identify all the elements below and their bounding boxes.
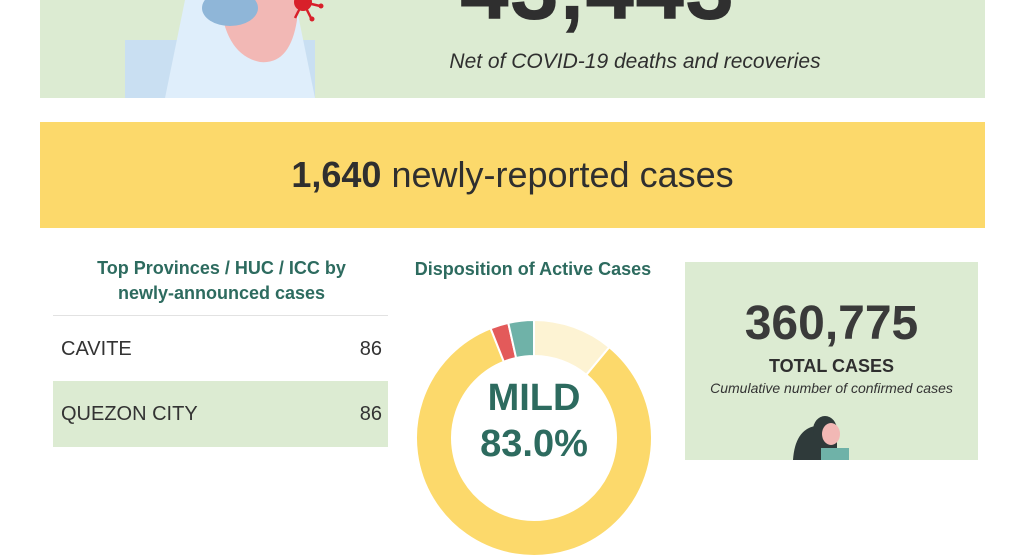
province-row: CAVITE 86 xyxy=(53,316,388,382)
woman-illustration xyxy=(793,416,849,460)
provinces-divider xyxy=(53,315,388,316)
province-row: QUEZON CITY 86 xyxy=(53,381,388,447)
total-cases-label: TOTAL CASES xyxy=(768,356,894,376)
disposition-main-value: 83.0% xyxy=(480,423,588,465)
active-cases-number: 43,443 xyxy=(380,0,815,40)
province-name: QUEZON CITY xyxy=(61,402,198,425)
new-cases-number: 1,640 xyxy=(291,154,382,195)
new-cases-label: newly-reported cases xyxy=(391,154,734,195)
disposition-title: Disposition of Active Cases xyxy=(414,259,652,279)
active-cases-banner: 43,443 Net of COVID-19 deaths and recove… xyxy=(40,0,985,98)
disposition-center-label: MILD 83.0% xyxy=(414,375,654,467)
new-cases-banner: 1,640 newly-reported cases xyxy=(40,122,985,228)
provinces-title-line2: newly-announced cases xyxy=(117,283,326,303)
provinces-title-line1: Top Provinces / HUC / ICC by xyxy=(97,258,346,278)
donut-slice-asymptomatic xyxy=(533,318,611,377)
total-cases-subtitle: Cumulative number of confirmed cases xyxy=(710,380,953,396)
total-cases-number: 360,775 xyxy=(744,297,919,350)
province-name: CAVITE xyxy=(61,337,132,360)
person-sneezing-illustration xyxy=(125,0,324,98)
provinces-title: Top Provinces / HUC / ICC by newly-annou… xyxy=(55,256,388,306)
province-value: 86 xyxy=(359,402,382,425)
active-cases-caption: Net of COVID-19 deaths and recoveries xyxy=(449,50,821,73)
province-value: 86 xyxy=(359,337,382,360)
disposition-main-label: MILD xyxy=(487,377,581,419)
